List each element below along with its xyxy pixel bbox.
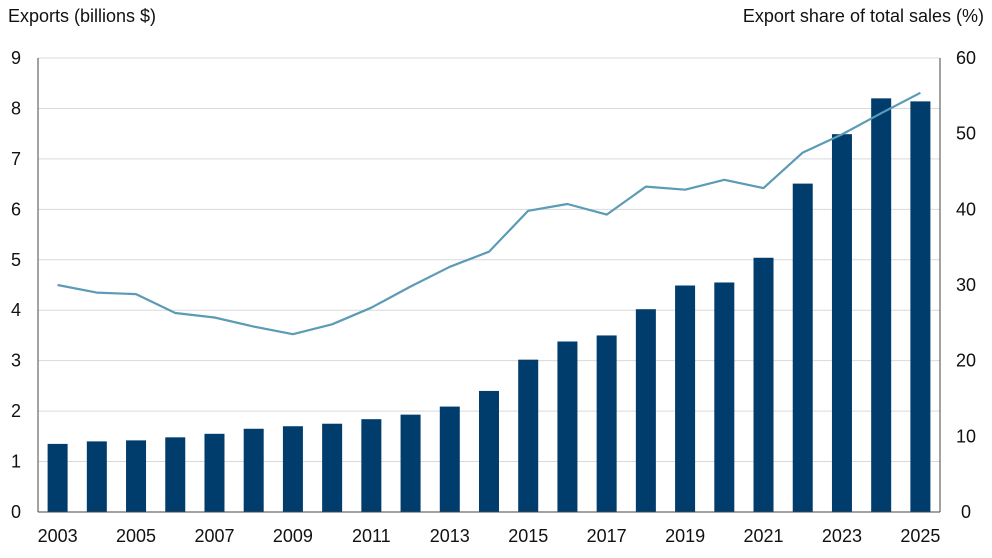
export-bar [165,437,186,512]
left-tick-label: 4 [11,300,21,320]
export-bar [243,428,264,512]
left-tick-label: 6 [11,199,21,219]
export-bar [714,282,735,512]
export-bar [831,134,852,512]
left-axis-title: Exports (billions $) [8,6,157,26]
export-bar [439,406,460,512]
export-bar [204,433,225,512]
export-bar [675,285,696,512]
export-bar [282,426,303,512]
export-bar [557,341,578,512]
export-bar [910,101,931,512]
tick-labels: 0 1 2 3 4 5 6 7 8 9 0 10 20 30 40 50 60 2003 2005 2007 2009 2… [11,48,976,546]
export-bar [635,309,656,512]
left-tick-label: 9 [11,48,21,68]
export-share-series-line [57,91,921,336]
right-tick-label: 10 [956,426,976,446]
export-bar [479,390,499,512]
export-share-line [57,91,921,336]
x-tick-label: 2017 [587,526,627,546]
export-bar [126,440,147,512]
right-tick-label: 20 [956,351,976,371]
export-bar [871,98,892,512]
right-tick-label: 50 [956,124,976,144]
x-tick-label: 2007 [194,526,234,546]
export-bars [47,98,931,512]
x-tick-label: 2009 [273,526,313,546]
export-bar [753,257,774,512]
left-tick-label: 3 [11,351,21,371]
x-tick-label: 2023 [822,526,862,546]
left-tick-label: 0 [11,502,21,522]
x-tick-label: 2019 [665,526,705,546]
export-bar [361,419,382,512]
left-tick-label: 2 [11,401,21,421]
x-tick-label: 2025 [900,526,940,546]
gridlines [38,57,940,463]
right-tick-label: 40 [956,199,976,219]
x-tick-label: 2011 [352,526,391,546]
x-tick-label: 2013 [430,526,470,546]
export-bar [596,335,617,512]
export-bar [400,414,421,512]
left-tick-label: 5 [11,250,21,270]
x-tick-label: 2005 [116,526,156,546]
export-bar [792,183,813,512]
export-bar [86,441,107,512]
export-bar [322,423,343,512]
x-tick-label: 2015 [508,526,548,546]
left-tick-label: 1 [11,452,21,472]
right-tick-label: 30 [956,275,976,295]
right-tick-label: 0 [961,502,971,522]
left-tick-label: 7 [11,149,21,169]
axes [37,58,941,513]
x-tick-label: 2003 [38,526,78,546]
export-bar [47,443,68,512]
right-tick-label: 60 [956,48,976,68]
left-tick-label: 8 [11,98,21,118]
x-tick-label: 2021 [743,526,783,546]
export-bar [518,359,539,512]
right-axis-title: Export share of total sales (%) [742,6,984,26]
